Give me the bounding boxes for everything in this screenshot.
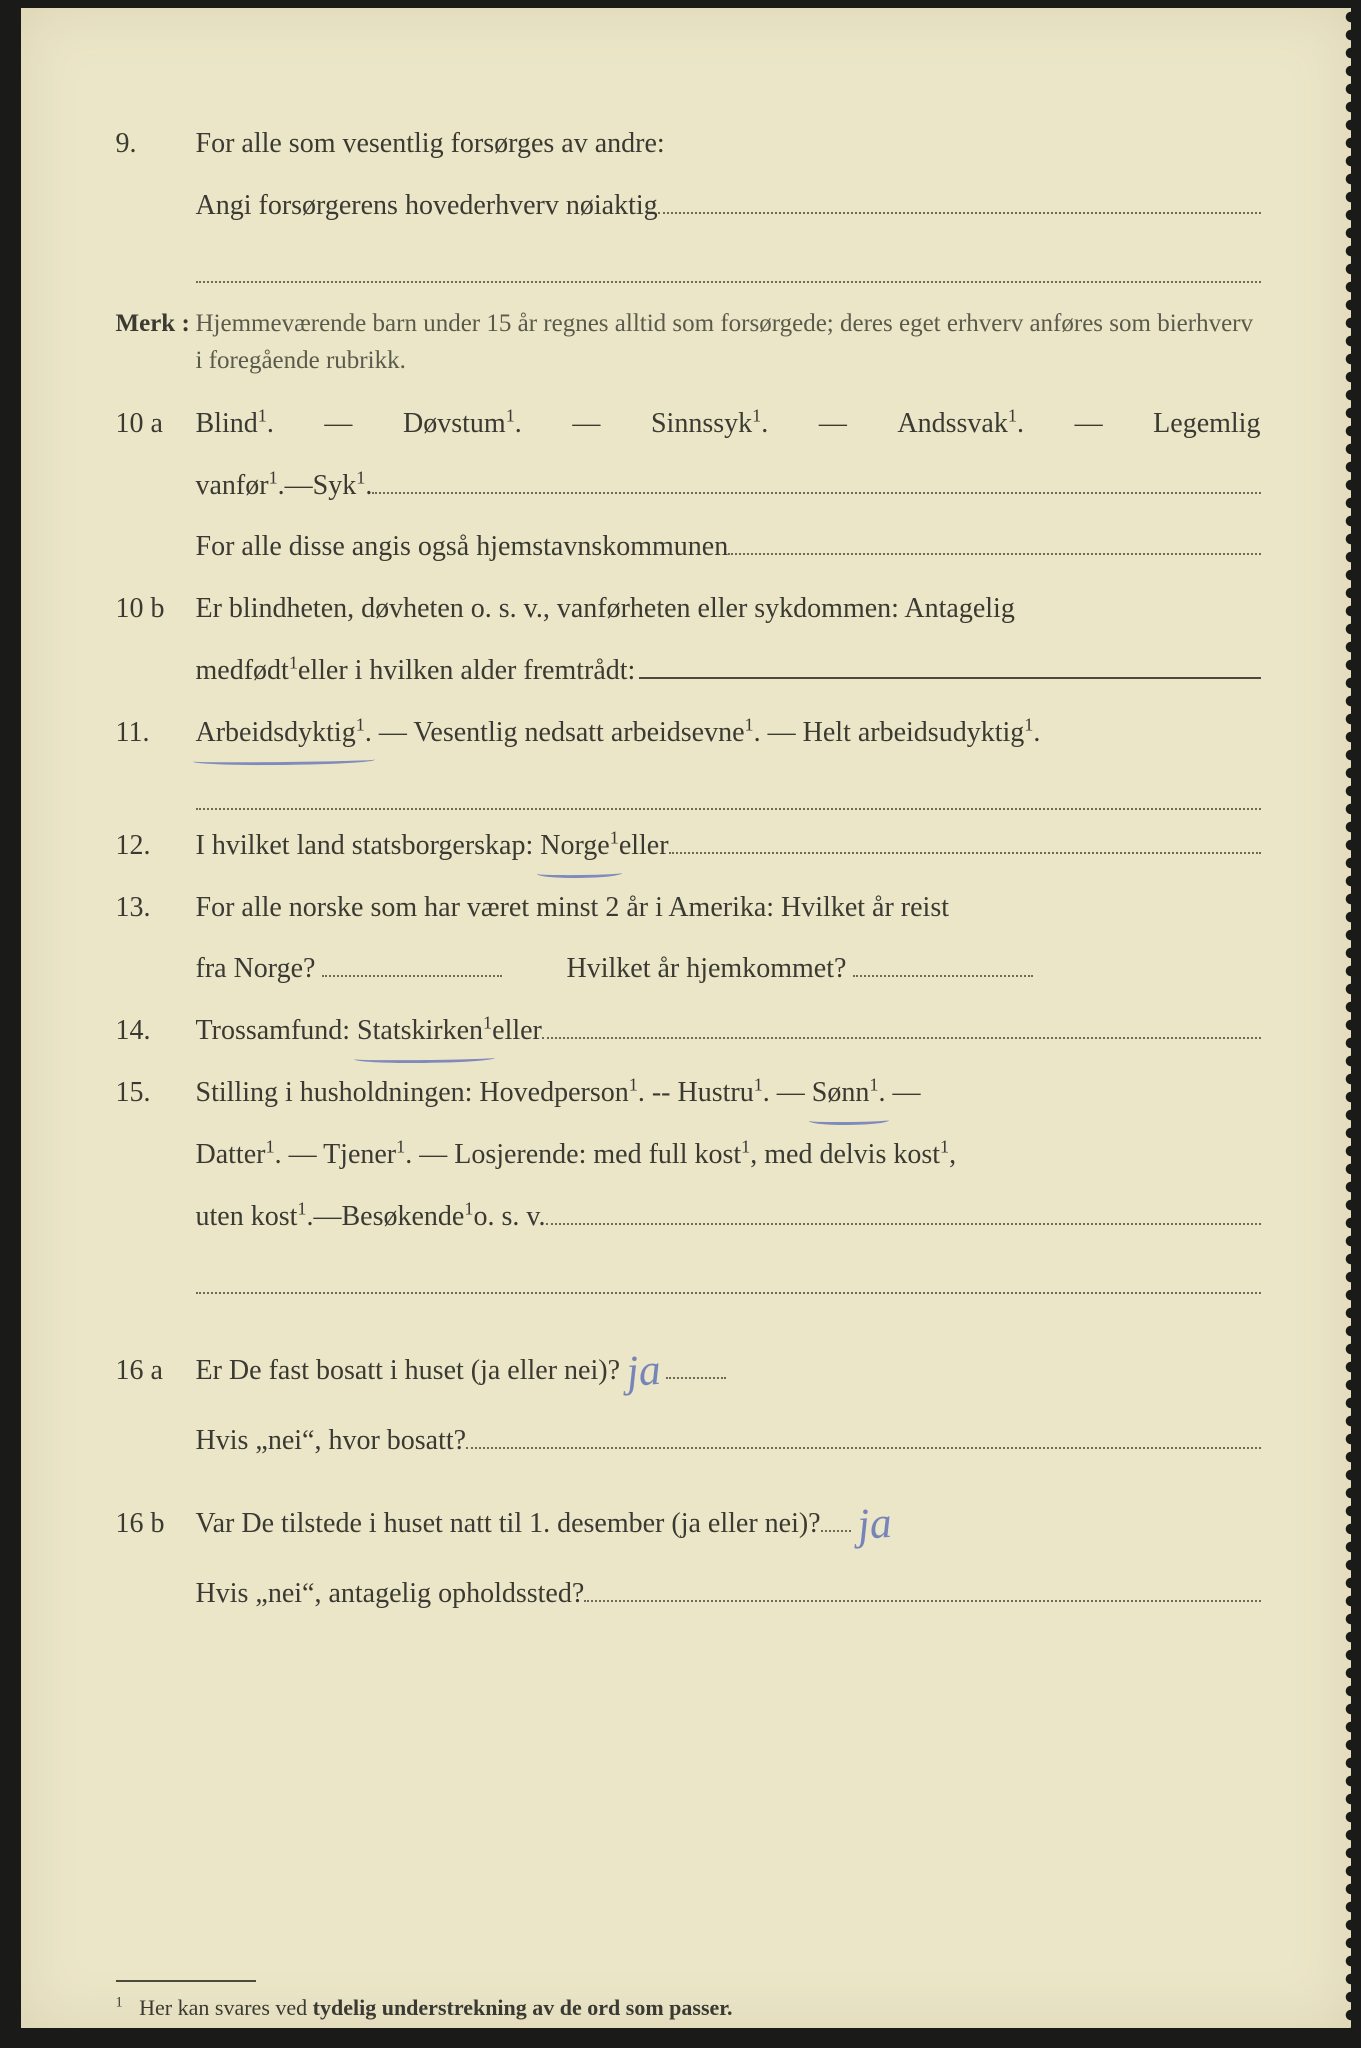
merk-text: Hjemmeværende barn under 15 år regnes al…	[196, 305, 1261, 380]
dotted-fill-line	[196, 242, 1261, 283]
dotted-fill-line	[666, 1350, 726, 1379]
q13-number: 13.	[116, 882, 196, 934]
q16a-number: 16 a	[116, 1345, 196, 1397]
question-9: 9. For alle som vesentlig forsørges av a…	[116, 118, 1261, 170]
q10a-opt-blind: Blind	[196, 408, 258, 439]
q15-uten-kost: uten kost	[196, 1201, 298, 1232]
question-16a: 16 a Er De fast bosatt i huset (ja eller…	[116, 1324, 1261, 1405]
q9-number: 9.	[116, 118, 196, 170]
q16a-question: Er De fast bosatt i huset (ja eller nei)…	[196, 1345, 621, 1397]
q15-opt-sonn: Sønn1.	[812, 1067, 886, 1119]
question-15-line3: uten kost1. — Besøkende1 o. s. v.	[116, 1191, 1261, 1243]
question-15-line2: Datter1. — Tjener1. — Losjerende: med fu…	[116, 1129, 1261, 1181]
census-form-page: 9. For alle som vesentlig forsørges av a…	[21, 8, 1351, 2028]
question-10a-line2: vanfør1. — Syk1.	[116, 460, 1261, 512]
q9-line1: For alle som vesentlig forsørges av andr…	[196, 118, 1261, 170]
dotted-fill-line	[196, 1252, 1261, 1293]
q14-opt-statskirken: Statskirken1	[357, 1005, 492, 1057]
q9-line2-text: Angi forsørgerens hovederhverv nøiaktig	[196, 180, 658, 232]
q10a-opt-andssvak: Andssvak	[897, 408, 1007, 439]
q10a-number: 10 a	[116, 398, 196, 450]
q12-post: eller	[619, 820, 669, 872]
question-16b: 16 b Var De tilstede i huset natt til 1.…	[116, 1477, 1261, 1558]
q15-number: 15.	[116, 1067, 196, 1119]
q13-line1: For alle norske som har været minst 2 år…	[196, 882, 1261, 934]
dotted-fill-line	[542, 1011, 1261, 1040]
q10a-line3-text: For alle disse angis også hjemstavnskomm…	[196, 521, 729, 573]
q15-opt-datter: Datter	[196, 1139, 266, 1170]
q16b-hvis-nei: Hvis „nei“, antagelig opholdssted?	[196, 1568, 585, 1620]
q10a-vanfor: vanfør	[196, 470, 269, 501]
question-13-line2: fra Norge? Hvilket år hjemkommet?	[116, 943, 1261, 995]
dotted-fill-line	[853, 949, 1033, 978]
q10a-opt-dovstum: Døvstum	[403, 408, 506, 439]
question-10a-line3: For alle disse angis også hjemstavnskomm…	[116, 521, 1261, 573]
question-13: 13. For alle norske som har været minst …	[116, 882, 1261, 934]
q10a-opt-legemlig: Legemlig	[1153, 398, 1260, 450]
q16b-question: Var De tilstede i huset natt til 1. dese…	[196, 1498, 821, 1550]
dotted-fill-line	[546, 1196, 1261, 1225]
footnote-sup: 1	[116, 1995, 123, 2011]
footnote-bold: tydelig understrekning av de ord som pas…	[313, 1995, 733, 2020]
dotted-fill-line	[821, 1503, 851, 1532]
q10a-opt-sinnssyk: Sinnssyk	[651, 408, 752, 439]
q14-post: eller	[492, 1005, 542, 1057]
footnote-pre: Her kan svares ved	[139, 1995, 313, 2020]
footnote-rule	[116, 1980, 256, 1982]
question-9-line2: Angi forsørgerens hovederhverv nøiaktig	[116, 180, 1261, 232]
dotted-fill-line	[196, 769, 1261, 810]
q15-besokende: Besøkende	[341, 1201, 464, 1232]
q14-number: 14.	[116, 1005, 196, 1057]
q12-opt-norge: Norge1	[540, 820, 619, 872]
question-12: 12. I hvilket land statsborgerskap: Norg…	[116, 820, 1261, 872]
q15-losjerende-full: Losjerende: med full kost	[454, 1139, 741, 1170]
solid-fill-line	[639, 652, 1260, 679]
q10b-medfodt: medfødt	[196, 655, 289, 686]
q15-losjerende-delvis: med delvis kost	[764, 1139, 940, 1170]
q10a-syk: Syk	[313, 470, 357, 501]
question-15: 15. Stilling i husholdningen: Hovedperso…	[116, 1067, 1261, 1119]
question-10b-line2: medfødt1 eller i hvilken alder fremtrådt…	[116, 645, 1261, 697]
q16a-answer-handwritten: ja	[624, 1328, 664, 1412]
note-merk: Merk : Hjemmeværende barn under 15 år re…	[116, 305, 1261, 380]
q16a-hvis-nei: Hvis „nei“, hvor bosatt?	[196, 1415, 467, 1467]
q11-opt-arbeidsdyktig: Arbeidsdyktig1.	[196, 707, 372, 759]
q11-number: 11.	[116, 707, 196, 759]
question-16a-line2: Hvis „nei“, hvor bosatt?	[116, 1415, 1261, 1467]
q15-pre: Stilling i husholdningen:	[196, 1077, 480, 1108]
dotted-fill-line	[584, 1574, 1260, 1603]
question-14: 14. Trossamfund: Statskirken1 eller	[116, 1005, 1261, 1057]
q16b-answer-handwritten: ja	[854, 1482, 894, 1566]
dotted-fill-line	[658, 185, 1261, 214]
q15-osv: o. s. v.	[473, 1191, 545, 1243]
q11-opt-udyktig: Helt arbeidsudyktig	[803, 717, 1025, 748]
merk-label: Merk :	[116, 305, 196, 380]
q15-opt-hustru: Hustru	[677, 1077, 753, 1108]
q11-opt-nedsatt: Vesentlig nedsatt arbeidsevne	[413, 717, 744, 748]
q10b-number: 10 b	[116, 583, 196, 635]
q12-pre: I hvilket land statsborgerskap:	[196, 820, 534, 872]
dotted-fill-line	[728, 527, 1260, 556]
q13-fra-norge: fra Norge?	[196, 953, 316, 984]
dotted-fill-line	[669, 825, 1261, 854]
footnote: 1 Her kan svares ved tydelig understrekn…	[116, 1988, 1261, 2029]
dotted-fill-line	[322, 949, 502, 978]
q15-opt-hovedperson: Hovedperson	[479, 1077, 628, 1108]
q10b-line2b: eller i hvilken alder fremtrådt:	[298, 645, 635, 697]
q15-opt-tjener: Tjener	[323, 1139, 396, 1170]
q13-hjemkommet: Hvilket år hjemkommet?	[566, 953, 846, 984]
question-11: 11. Arbeidsdyktig1. — Vesentlig nedsatt …	[116, 707, 1261, 759]
dotted-fill-line	[466, 1420, 1260, 1449]
q14-pre: Trossamfund:	[196, 1005, 351, 1057]
dotted-fill-line	[372, 465, 1260, 494]
q10b-line1: Er blindheten, døvheten o. s. v., vanfør…	[196, 583, 1261, 635]
question-10a: 10 a Blind1. — Døvstum1. — Sinnssyk1. — …	[116, 398, 1261, 450]
q16b-number: 16 b	[116, 1498, 196, 1550]
question-10b: 10 b Er blindheten, døvheten o. s. v., v…	[116, 583, 1261, 635]
question-16b-line2: Hvis „nei“, antagelig opholdssted?	[116, 1568, 1261, 1620]
q12-number: 12.	[116, 820, 196, 872]
